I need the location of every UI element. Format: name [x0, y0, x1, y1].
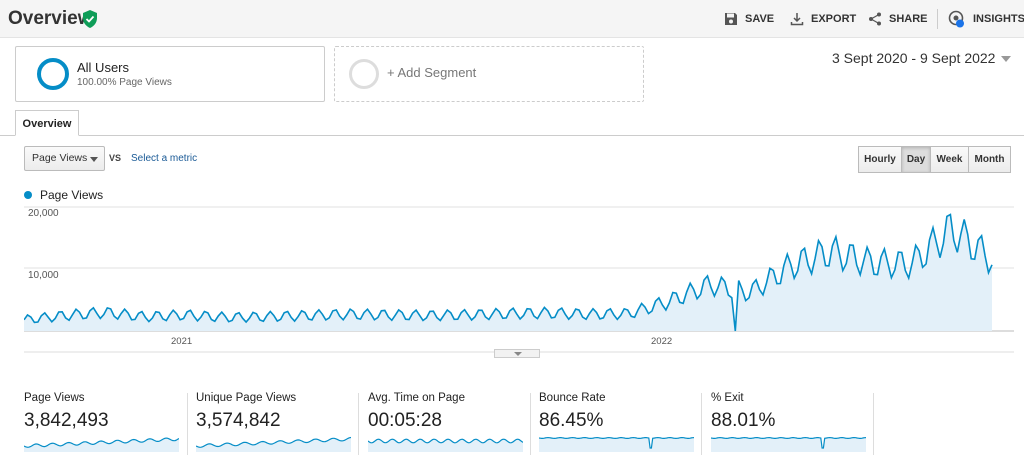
stat-value: 86.45%: [539, 410, 604, 431]
stat-bounce-rate[interactable]: Bounce Rate 86.45%: [539, 391, 709, 455]
page-views-line: [24, 213, 993, 332]
share-label: SHARE: [889, 13, 928, 25]
sparkline-area: [368, 439, 523, 452]
stat-sparkline: [24, 437, 179, 452]
granularity-month-button[interactable]: Month: [968, 146, 1011, 173]
insights-label: INSIGHTS: [973, 13, 1024, 25]
stat-sparkline: [368, 438, 523, 452]
sparkline-area: [539, 437, 694, 452]
stat-sparkline: [539, 436, 694, 452]
export-button[interactable]: EXPORT: [790, 0, 856, 38]
share-button[interactable]: SHARE: [868, 0, 928, 38]
chart-collapse-handle[interactable]: [494, 349, 540, 358]
stat-divider: [187, 393, 188, 455]
granularity-week-button[interactable]: Week: [930, 146, 969, 173]
stat-value: 3,842,493: [24, 410, 109, 431]
date-range-picker[interactable]: 3 Sept 2020 - 9 Sept 2022: [832, 50, 1012, 66]
stat-label: Unique Page Views: [196, 392, 297, 404]
stat-value: 00:05:28: [368, 410, 442, 431]
granularity-hourly-button[interactable]: Hourly: [858, 146, 902, 173]
page-views-chart[interactable]: [24, 204, 1014, 354]
x-tick-label: 2022: [651, 336, 673, 347]
granularity-day-button[interactable]: Day: [901, 146, 931, 173]
save-icon: [725, 13, 737, 25]
date-range-label: 3 Sept 2020 - 9 Sept 2022: [832, 50, 996, 66]
page-title: Overview: [8, 8, 93, 29]
sparkline-area: [196, 437, 351, 452]
segment-subtitle: 100.00% Page Views: [77, 77, 172, 88]
segment-name: All Users: [77, 60, 130, 75]
sparkline-line: [196, 436, 351, 448]
sparkline-line: [24, 437, 179, 448]
add-segment-label: + Add Segment: [387, 65, 477, 80]
sparkline-area: [711, 437, 866, 452]
metric-dropdown-label: Page Views: [32, 152, 88, 164]
stat-unique-page-views[interactable]: Unique Page Views 3,574,842: [196, 391, 366, 455]
stat-exit-rate[interactable]: % Exit 88.01%: [711, 391, 881, 455]
stat-value: 88.01%: [711, 410, 776, 431]
segment-ring-icon: [37, 58, 69, 90]
sparkline-line: [368, 438, 523, 444]
save-button[interactable]: SAVE: [724, 0, 774, 38]
y-tick-label: 20,000: [28, 208, 59, 219]
chevron-down-icon: [514, 352, 522, 356]
stat-avg-time-on-page[interactable]: Avg. Time on Page 00:05:28: [368, 391, 538, 455]
tab-overview[interactable]: Overview: [15, 110, 79, 136]
legend-dot: [24, 190, 32, 199]
page-views-area: [24, 214, 992, 331]
chart-legend: Page Views: [24, 188, 103, 202]
stat-divider: [358, 393, 359, 455]
stat-sparkline: [711, 436, 866, 452]
tabs-divider: [0, 135, 1024, 136]
insights-button[interactable]: INSIGHTS: [948, 0, 1024, 38]
stat-divider: [873, 393, 874, 455]
export-label: EXPORT: [811, 13, 857, 25]
export-icon: [790, 13, 804, 26]
stat-divider: [701, 393, 702, 455]
x-tick-label: 2021: [171, 336, 193, 347]
stat-sparkline: [196, 436, 351, 452]
segment-all-users[interactable]: All Users 100.00% Page Views: [15, 46, 325, 102]
y-tick-label: 10,000: [28, 270, 59, 281]
select-metric-link[interactable]: Select a metric: [131, 153, 198, 164]
stat-value: 3,574,842: [196, 410, 281, 431]
stat-label: Avg. Time on Page: [368, 392, 465, 404]
stat-page-views[interactable]: Page Views 3,842,493: [24, 391, 194, 455]
sparkline-line: [711, 436, 866, 449]
stat-divider: [530, 393, 531, 455]
vs-label: VS: [109, 153, 122, 163]
chevron-down-icon: [90, 157, 98, 162]
toolbar-divider: [937, 9, 938, 29]
sparkline-line: [539, 436, 694, 449]
metric-dropdown[interactable]: Page Views: [24, 146, 105, 171]
insights-icon: [948, 10, 964, 28]
add-segment-ring-icon: [349, 59, 379, 89]
sparkline-area: [24, 438, 179, 452]
stat-label: Bounce Rate: [539, 392, 606, 404]
legend-label: Page Views: [40, 188, 104, 202]
share-icon: [869, 12, 881, 26]
chevron-down-icon: [1001, 56, 1012, 63]
stat-label: Page Views: [24, 392, 85, 404]
add-segment-button[interactable]: + Add Segment: [334, 46, 644, 102]
top-bar: Overview SAVE EXPORT SHARE INSIGHTS: [0, 0, 1024, 38]
save-label: SAVE: [745, 13, 775, 25]
stat-label: % Exit: [711, 392, 744, 404]
verified-shield-icon: [83, 10, 97, 28]
